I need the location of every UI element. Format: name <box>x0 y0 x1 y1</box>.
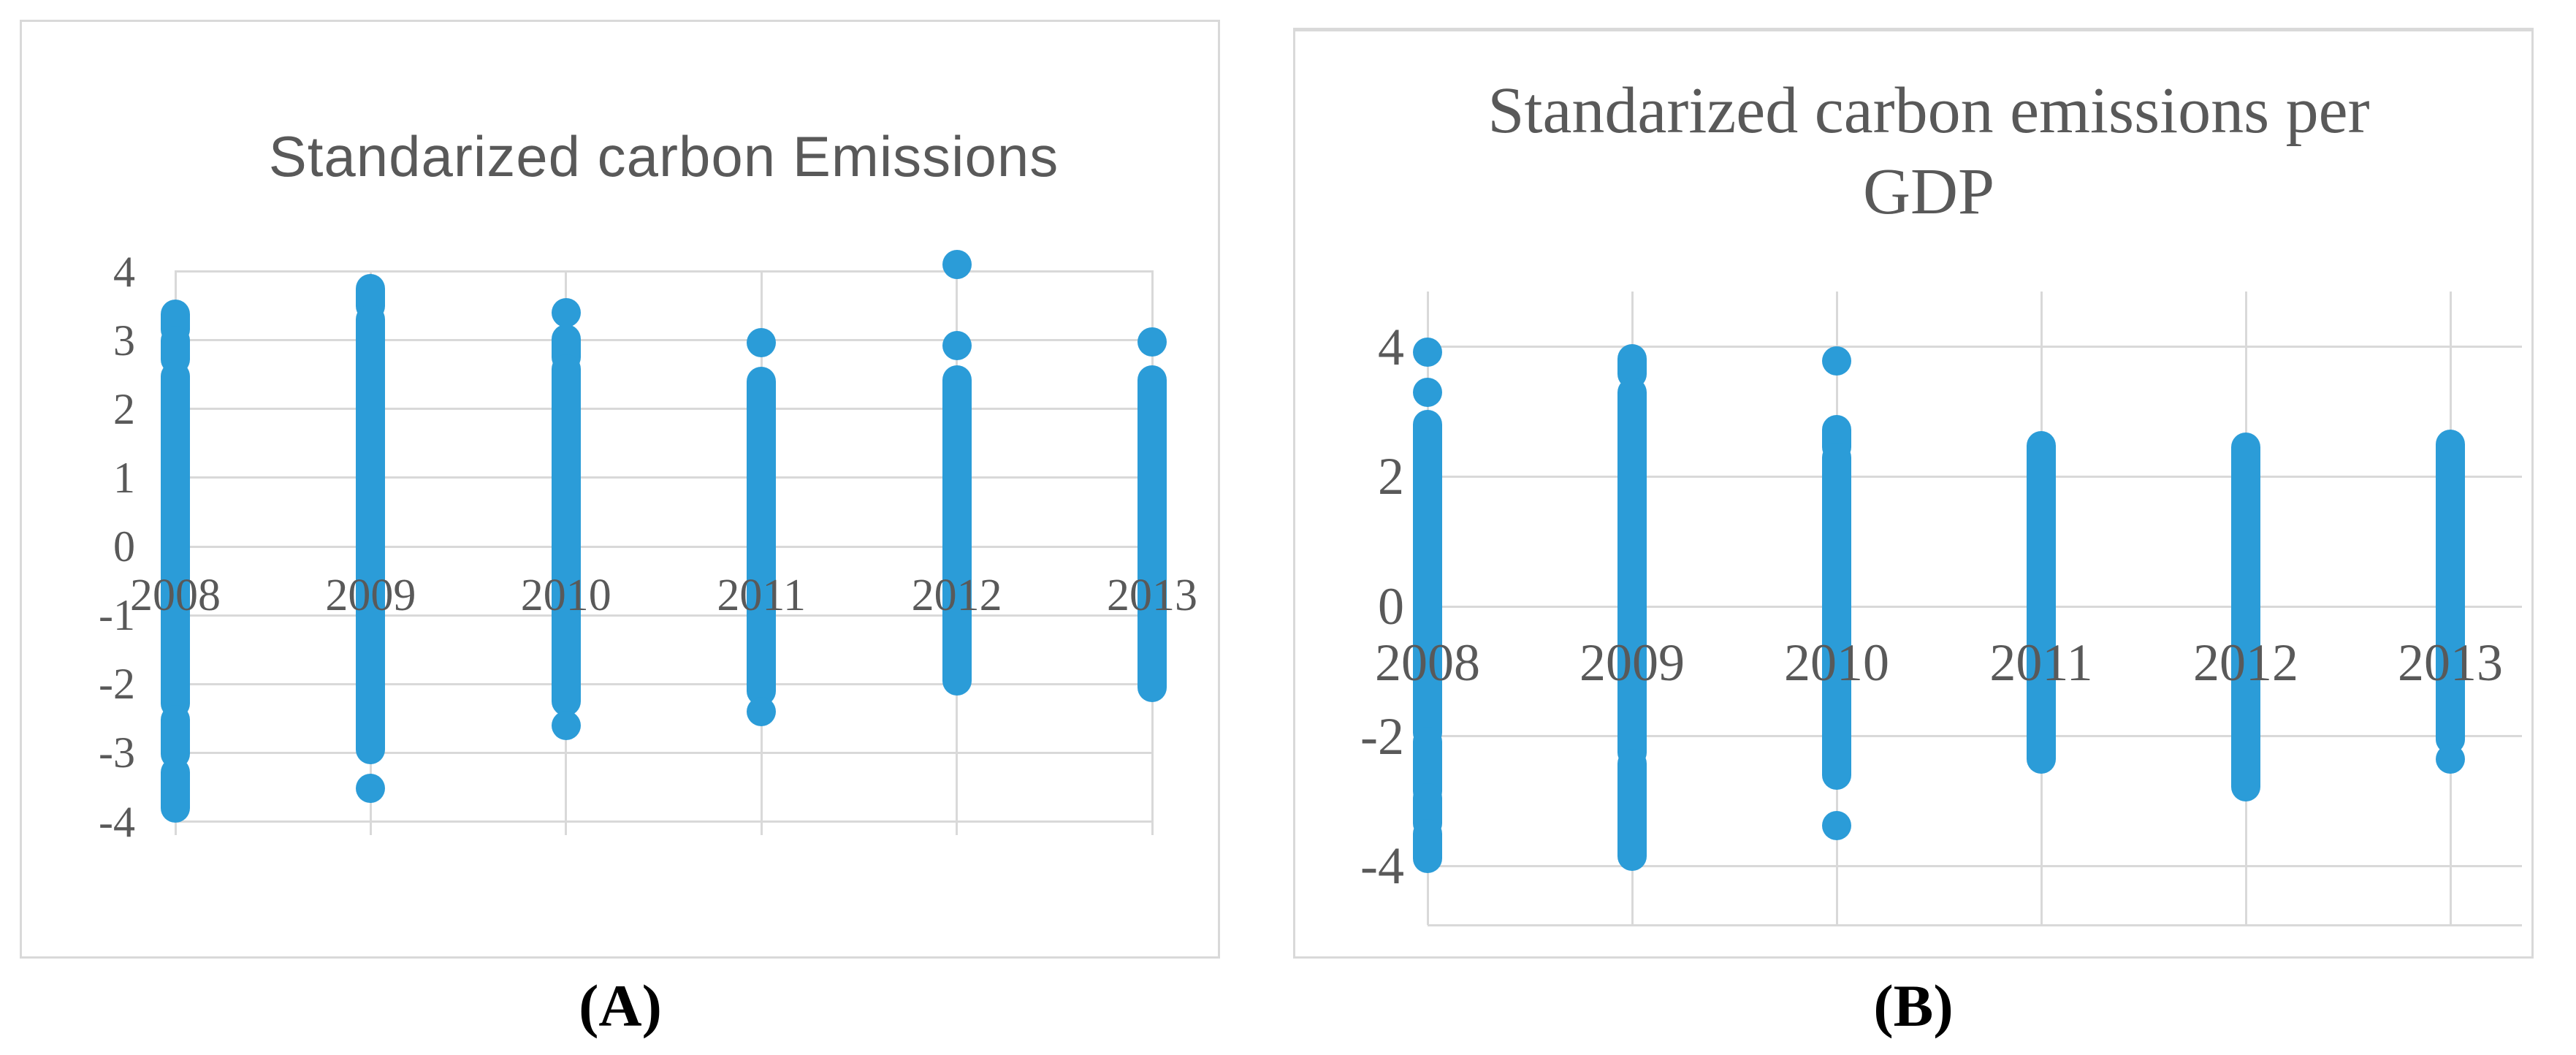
title-line-1: Standarized carbon emissions per <box>1487 75 2370 147</box>
h-gridline <box>1428 605 2522 608</box>
h-gridline <box>175 682 1152 685</box>
h-gridline <box>1428 735 2522 738</box>
h-gridline <box>175 614 1152 617</box>
y-tick-label: 2 <box>1378 447 1404 506</box>
x-axis-tick <box>174 820 177 835</box>
h-gridline <box>175 270 1152 273</box>
scatter-point <box>747 696 777 726</box>
h-gridline <box>175 751 1152 754</box>
scatter-strip <box>551 354 581 716</box>
y-tick-label: -1 <box>99 591 135 640</box>
scatter-point <box>1822 346 1851 376</box>
h-gridline <box>175 820 1152 823</box>
scatter-point <box>1413 337 1442 367</box>
h-gridline <box>175 339 1152 342</box>
scatter-point <box>1413 377 1442 407</box>
plot-bottom-border <box>1428 923 2522 926</box>
x-axis-tick <box>956 820 959 835</box>
h-gridline <box>1428 864 2522 867</box>
scatter-strip <box>747 367 777 706</box>
scatter-point <box>356 774 386 804</box>
h-gridline <box>175 545 1152 548</box>
x-tick-label: 2008 <box>1375 633 1480 692</box>
x-tick-label: 2012 <box>2193 633 2298 692</box>
scatter-strip <box>2436 430 2465 755</box>
panel-B <box>1293 28 2534 959</box>
scatter-point <box>942 331 972 361</box>
scatter-strip <box>2027 430 2056 774</box>
y-tick-label: 0 <box>1378 577 1404 636</box>
x-tick-label: 2010 <box>520 570 611 620</box>
y-tick-label: 0 <box>113 522 135 571</box>
scatter-strip <box>1822 442 1851 790</box>
h-gridline <box>1428 346 2522 349</box>
title-line-2: GDP <box>1862 156 1995 228</box>
h-gridline <box>175 408 1152 411</box>
x-axis-tick <box>369 820 372 835</box>
scatter-strip <box>161 361 190 718</box>
scatter-point <box>1138 327 1167 357</box>
scatter-strip <box>1617 377 1647 767</box>
x-tick-label: 2009 <box>325 570 416 620</box>
scatter-strip <box>356 305 386 764</box>
h-gridline <box>175 476 1152 479</box>
panel-A <box>20 20 1220 959</box>
x-tick-label: 2013 <box>1107 570 1197 620</box>
scatter-point <box>942 250 972 280</box>
x-axis-tick <box>565 820 568 835</box>
x-tick-label: 2013 <box>2398 633 2503 692</box>
scatter-strip <box>2231 433 2260 801</box>
scatter-strip <box>1617 748 1647 871</box>
y-tick-label: 3 <box>113 316 135 365</box>
x-tick-label: 2011 <box>717 570 807 620</box>
chart-title-emissions: Standarized carbon Emissions <box>268 124 1059 188</box>
x-axis-tick <box>1151 820 1154 835</box>
y-tick-label: 2 <box>113 384 135 433</box>
x-tick-label: 2010 <box>1784 633 1889 692</box>
scatter-strip <box>1413 818 1442 873</box>
y-tick-label: -4 <box>99 797 135 846</box>
chart-title-emissions-per-gdp: Standarized carbon emissions per GDP <box>1428 70 2430 232</box>
x-tick-label: 2011 <box>1989 633 2093 692</box>
scatter-strip <box>942 365 972 696</box>
y-tick-label: -2 <box>1360 706 1404 766</box>
scatter-strip <box>1413 410 1442 748</box>
scatter-point <box>551 710 581 740</box>
y-tick-label: -3 <box>99 728 135 777</box>
scatter-point <box>1822 811 1851 841</box>
scatter-strip <box>1138 365 1167 702</box>
x-tick-label: 2009 <box>1579 633 1685 692</box>
y-tick-label: 4 <box>1378 317 1404 376</box>
y-tick-label: -2 <box>99 660 135 709</box>
scatter-point <box>551 297 581 327</box>
y-tick-label: 4 <box>113 247 135 296</box>
y-tick-label: 1 <box>113 453 135 502</box>
figure-caption-B: (B) <box>1873 972 1954 1039</box>
x-axis-tick <box>760 820 763 835</box>
x-tick-label: 2012 <box>911 570 1002 620</box>
figure-caption-A: (A) <box>579 972 662 1039</box>
scatter-point <box>747 328 777 358</box>
scatter-point <box>2436 744 2465 774</box>
x-tick-label: 2008 <box>130 570 221 620</box>
scatter-strip <box>161 757 190 823</box>
h-gridline <box>1428 475 2522 478</box>
y-tick-label: -4 <box>1360 837 1404 896</box>
